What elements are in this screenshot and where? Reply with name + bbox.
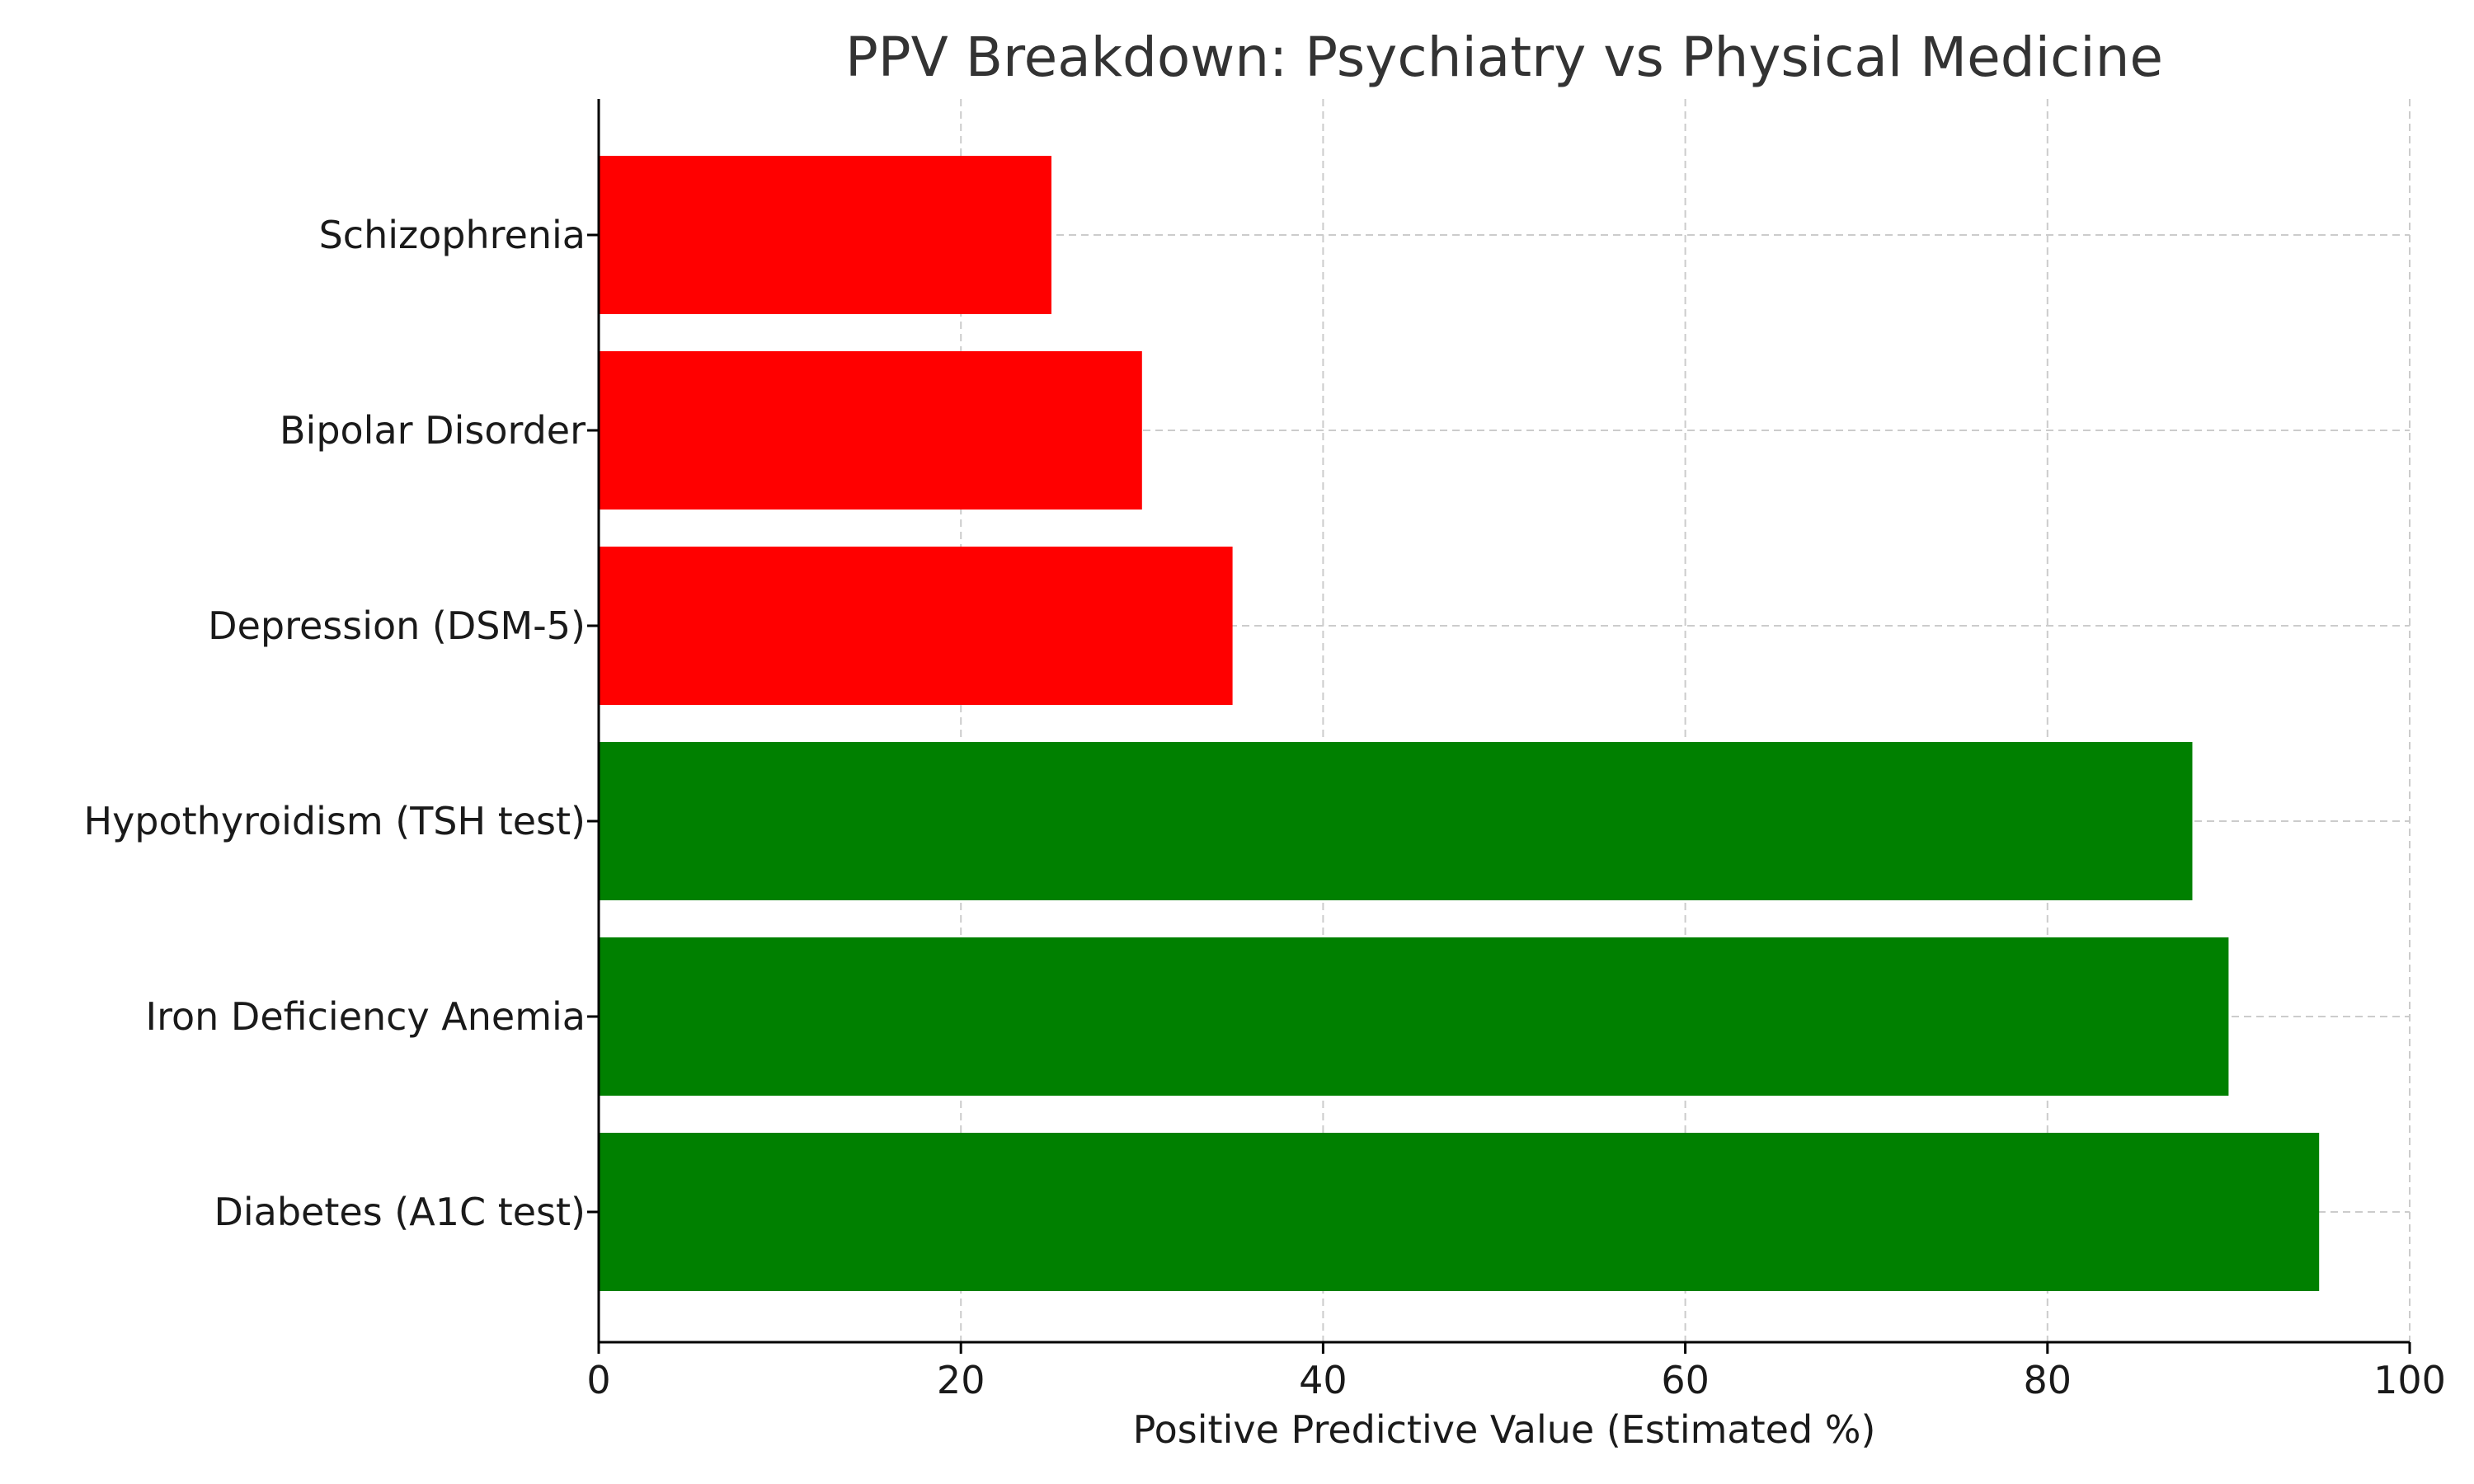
y-axis-ticks: Diabetes (A1C test) Iron Deficiency Anemi… [83, 213, 599, 1234]
y-tick-label: Diabetes (A1C test) [214, 1190, 586, 1234]
y-tick-label: Hypothyroidism (TSH test) [83, 799, 586, 843]
y-tick-label: Schizophrenia [319, 213, 586, 257]
x-tick-label: 60 [1661, 1358, 1710, 1402]
x-axis-label: Positive Predictive Value (Estimated %) [1133, 1407, 1876, 1452]
axes [597, 99, 2410, 1344]
bar [599, 1133, 2320, 1291]
x-tick-label: 40 [1299, 1358, 1348, 1402]
x-tick-label: 0 [586, 1358, 610, 1402]
x-tick-label: 100 [2373, 1358, 2446, 1402]
bar [599, 156, 1051, 314]
y-tick-label: Iron Deficiency Anemia [146, 994, 586, 1039]
bar [599, 547, 1233, 705]
y-tick-label: Bipolar Disorder [280, 408, 586, 453]
bars [599, 156, 2320, 1291]
x-tick-label: 20 [937, 1358, 985, 1402]
bar [599, 351, 1142, 510]
x-axis-ticks: 0 20 40 60 80 100 [586, 1342, 2446, 1402]
bar [599, 742, 2193, 900]
chart-title: PPV Breakdown: Psychiatry vs Physical Me… [845, 26, 2163, 89]
x-tick-label: 80 [2024, 1358, 2072, 1402]
bar [599, 937, 2229, 1096]
y-tick-label: Depression (DSM-5) [208, 603, 586, 648]
